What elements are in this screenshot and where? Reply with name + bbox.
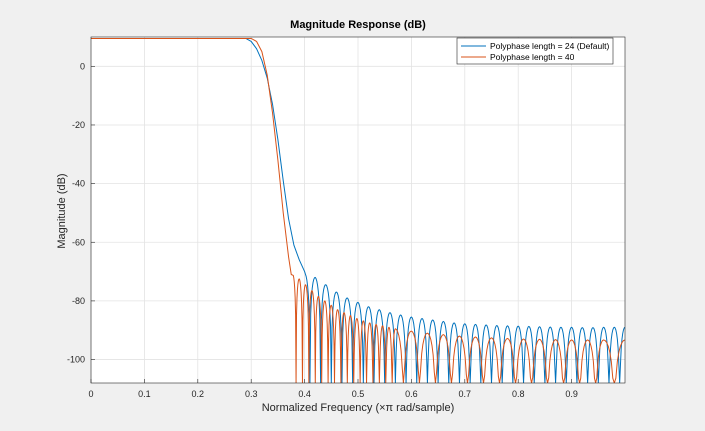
y-axis: 0 -20 -40 -60 -80 -100	[67, 61, 95, 365]
legend-box	[456, 37, 614, 65]
x-tick-label: 0.9	[565, 389, 578, 399]
x-tick-label: 0.3	[245, 389, 258, 399]
x-tick-label: 0.1	[138, 389, 151, 399]
x-axis-label: Normalized Frequency (×π rad/sample)	[262, 402, 455, 414]
x-tick-label: 0	[88, 389, 93, 399]
x-axis: 0 0.1 0.2 0.3 0.4 0.5 0.6 0.7 0.8 0.9	[88, 379, 578, 399]
x-tick-label: 0.7	[459, 389, 472, 399]
x-tick-label: 0.5	[352, 389, 365, 399]
y-tick-label: -20	[72, 120, 85, 130]
y-tick-label: -80	[72, 296, 85, 306]
series-line-2	[91, 37, 625, 383]
y-tick-label: 0	[80, 61, 85, 71]
y-tick-label: -60	[72, 237, 85, 247]
x-tick-label: 0.4	[298, 389, 311, 399]
y-tick-label: -40	[72, 179, 85, 189]
x-tick-label: 0.6	[405, 389, 418, 399]
y-axis-label: Magnitude (dB)	[56, 173, 68, 248]
grid	[90, 37, 625, 383]
series-line-1	[91, 37, 625, 383]
legend-label-series-1: Polyphase length = 24 (Default)	[490, 41, 609, 51]
plot-area[interactable]	[90, 36, 626, 384]
y-tick-label: -100	[67, 355, 85, 365]
chart-title: Magnitude Response (dB)	[290, 19, 426, 31]
legend[interactable]: Polyphase length = 24 (Default) Polyphas…	[456, 37, 614, 65]
x-tick-label: 0.2	[192, 389, 205, 399]
x-tick-label: 0.8	[512, 389, 525, 399]
legend-label-series-2: Polyphase length = 40	[490, 52, 575, 62]
